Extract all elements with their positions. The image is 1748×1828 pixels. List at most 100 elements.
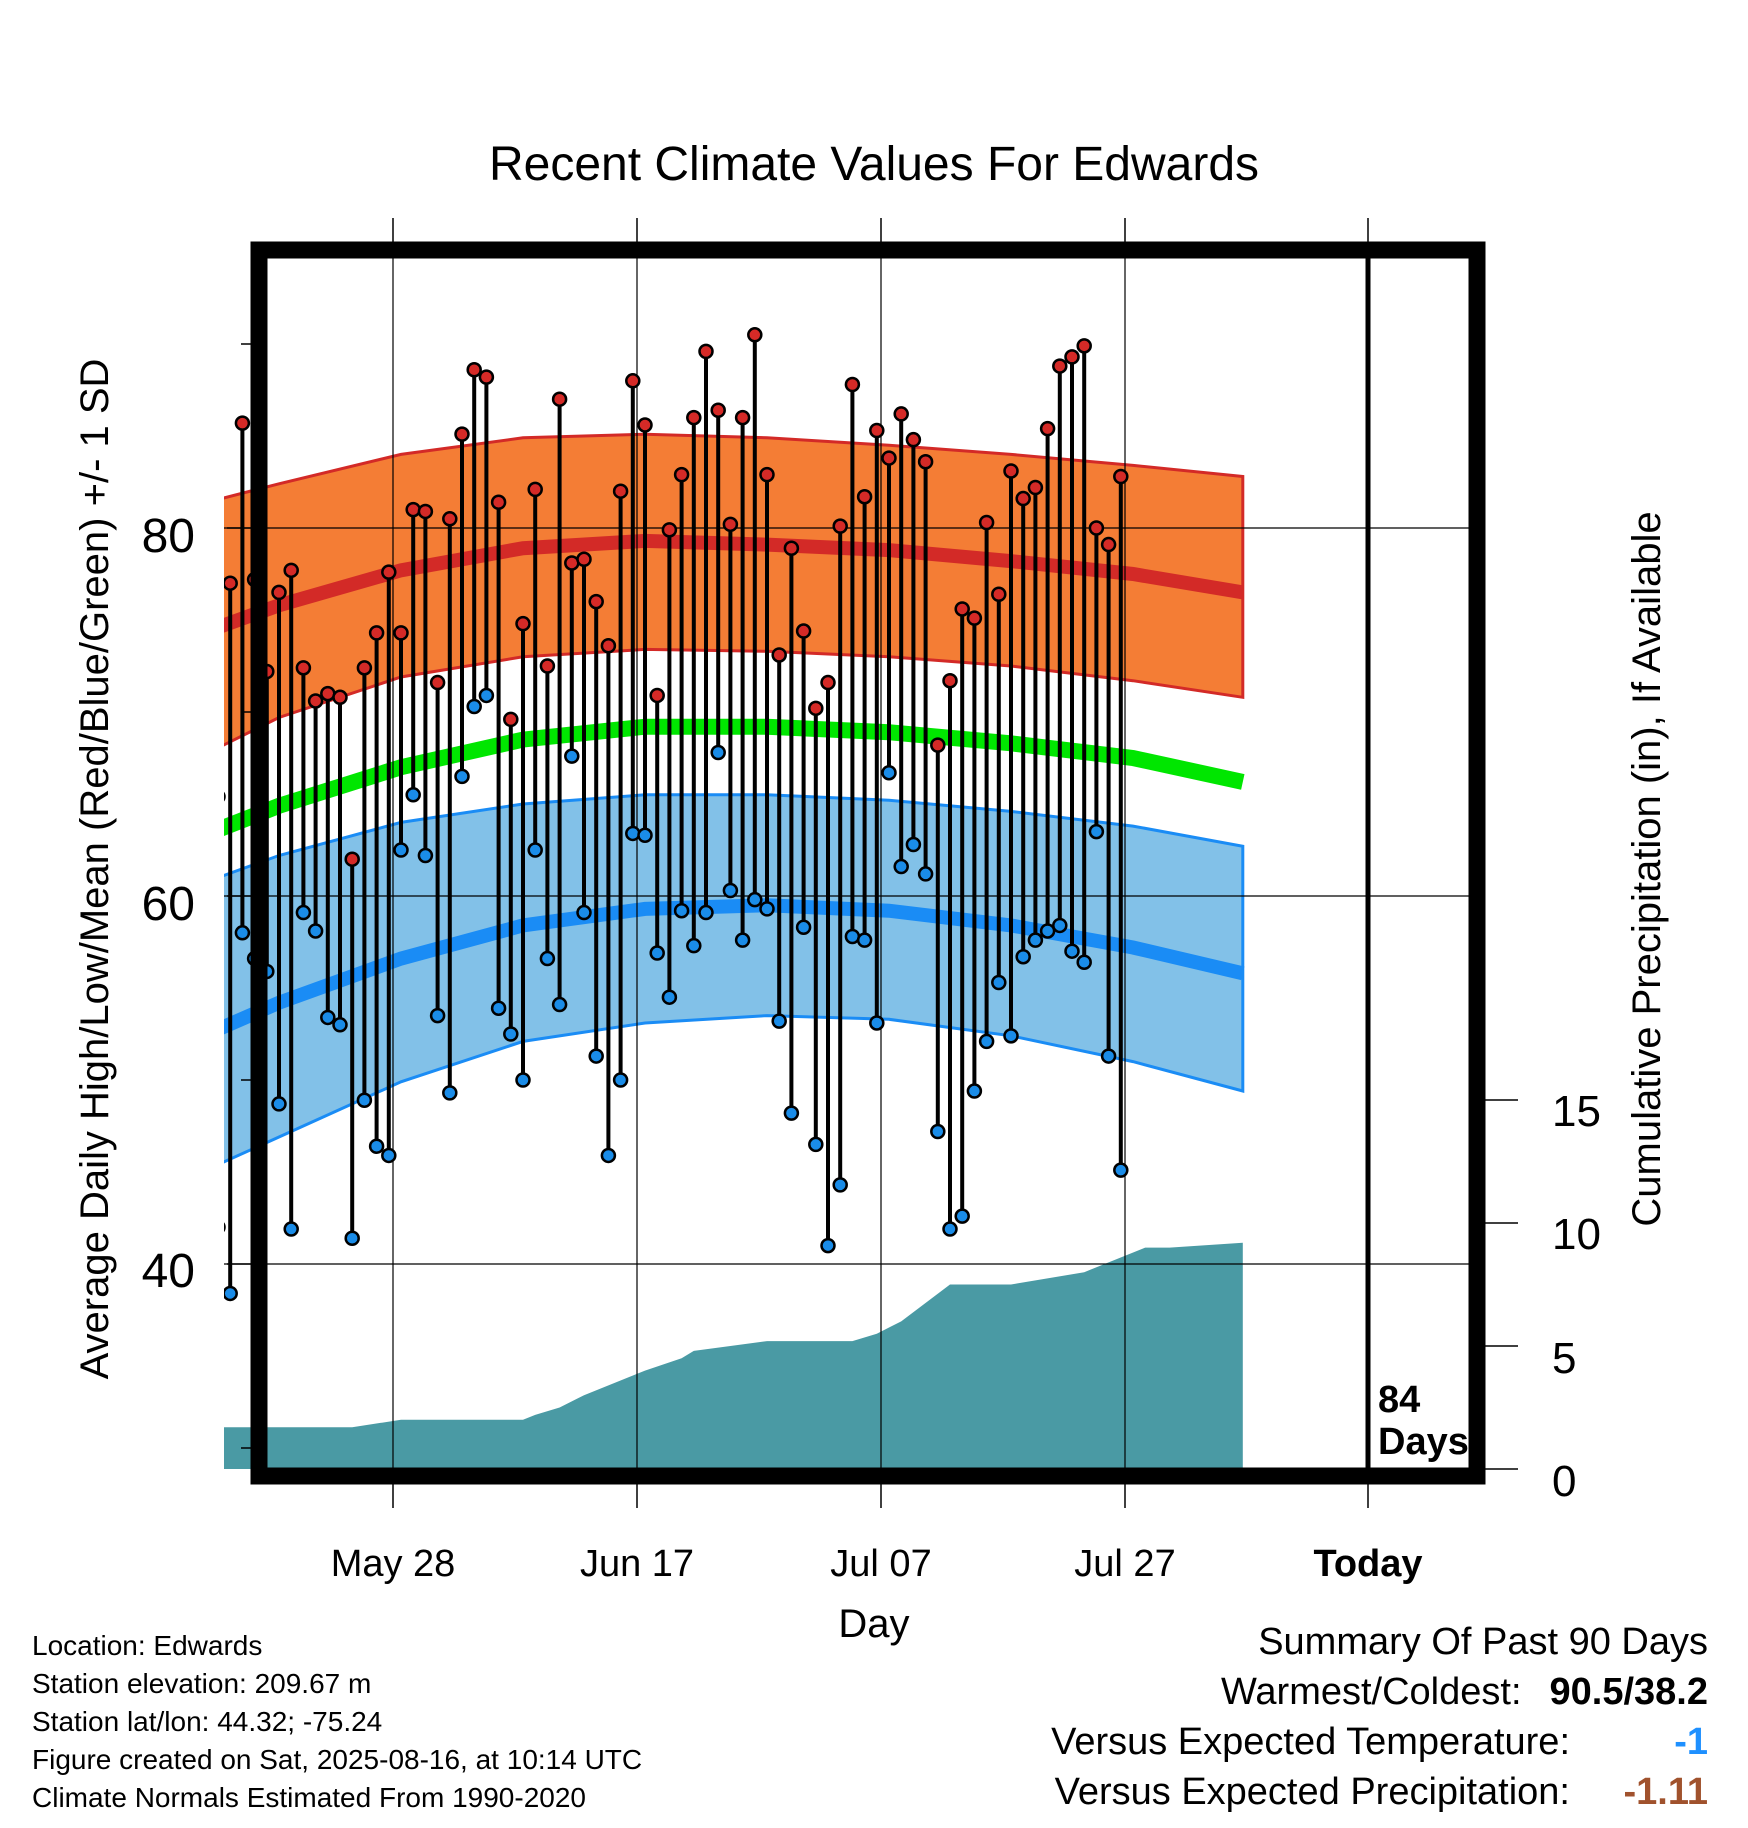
high-point — [405, 501, 421, 518]
low-point — [234, 925, 251, 941]
high-point — [307, 693, 324, 709]
high-point — [844, 376, 861, 393]
high-point — [856, 488, 873, 505]
high-point — [381, 564, 397, 580]
low-point — [429, 1007, 446, 1024]
low-point — [344, 1230, 360, 1246]
low-point — [1052, 917, 1068, 934]
high-point — [869, 422, 885, 439]
low-point — [978, 1033, 995, 1050]
low-point — [612, 1072, 629, 1088]
station-location: Location: Edwards — [32, 1630, 263, 1661]
high-point — [588, 593, 604, 610]
low-point — [795, 919, 812, 936]
summary-panel: Summary Of Past 90 Days Warmest/Coldest:… — [1051, 1617, 1708, 1817]
today-days-line: 84 — [1378, 1379, 1420, 1421]
low-point — [649, 945, 665, 961]
low-point — [1100, 1048, 1117, 1064]
low-point — [954, 1208, 970, 1224]
low-point — [1076, 954, 1092, 970]
low-point — [539, 950, 556, 967]
low-point — [869, 1015, 885, 1031]
high-point — [295, 660, 312, 676]
low-point — [283, 1221, 299, 1237]
high-point — [710, 402, 726, 418]
low-point — [332, 1017, 348, 1033]
low-point — [295, 904, 312, 921]
low-point — [490, 1000, 507, 1016]
high-point — [539, 658, 556, 674]
high-point — [759, 466, 775, 483]
high-point — [576, 551, 592, 568]
low-point — [1027, 932, 1044, 948]
high-point — [612, 483, 629, 499]
y-tick-label-40: 40 — [142, 1245, 195, 1298]
low-point — [393, 842, 409, 858]
low-point — [893, 858, 909, 875]
warmest-coldest-value: 90.5/38.2 — [1549, 1671, 1708, 1713]
low-point — [686, 937, 702, 954]
precip-value: -1.11 — [1623, 1771, 1708, 1813]
low-point — [905, 836, 922, 853]
high-normal-line — [224, 533, 1244, 633]
high-point — [429, 674, 446, 691]
high-point — [126, 713, 139, 726]
y-tick-label-60: 60 — [142, 878, 195, 931]
low-point — [307, 923, 324, 939]
high-point — [832, 518, 848, 534]
high-point — [1076, 338, 1092, 354]
high-point — [942, 672, 958, 689]
high-point — [966, 610, 983, 626]
high-point — [163, 829, 176, 842]
station-info: Location: Edwards Station elevation: 209… — [32, 1627, 642, 1817]
x-tick-labels: May 28 Jun 17 Jul 07 Jul 27 Today — [331, 1543, 1423, 1585]
high-point — [734, 409, 751, 426]
low-point — [1039, 923, 1056, 939]
low-point — [199, 1208, 212, 1221]
low-point — [442, 1085, 458, 1101]
low-point — [356, 1092, 373, 1108]
high-point — [1015, 490, 1031, 507]
low-point — [53, 1280, 66, 1293]
low-point — [126, 1291, 139, 1304]
high-point — [954, 601, 970, 617]
low-point — [600, 1147, 617, 1164]
low-point — [747, 891, 763, 908]
x-tick-label-jun17: Jun 17 — [580, 1543, 694, 1585]
high-point — [905, 431, 922, 448]
low-point — [381, 1147, 397, 1164]
high-point — [1064, 349, 1080, 365]
high-point — [1100, 536, 1117, 553]
high-point — [978, 514, 995, 531]
low-point — [417, 847, 434, 864]
x-tick-label-jul07: Jul 07 — [830, 1543, 931, 1585]
y-tick-labels: 40 60 80 — [142, 510, 195, 1298]
high-point — [515, 615, 531, 632]
high-point — [673, 466, 690, 483]
high-point — [368, 625, 385, 641]
precip-area — [224, 1242, 1243, 1469]
y2-tick-labels: 0 5 10 15 — [1552, 1087, 1601, 1506]
high-point — [820, 674, 836, 691]
high-point — [442, 511, 458, 527]
high-point — [490, 494, 507, 510]
low-point — [820, 1237, 836, 1254]
low-point — [271, 1096, 287, 1112]
plot-inner — [53, 243, 1484, 1469]
low-point — [661, 989, 678, 1005]
low-point — [478, 687, 495, 704]
low-point — [163, 1005, 176, 1018]
low-point — [625, 825, 641, 842]
high-point — [466, 362, 482, 378]
high-point — [1113, 468, 1129, 485]
summary-precip: Versus Expected Precipitation: -1.11 — [1051, 1767, 1708, 1817]
low-point — [224, 1222, 226, 1233]
low-point — [966, 1083, 983, 1099]
high-point — [625, 373, 641, 389]
y2-axis-label: Cumulative Precipitation (in), If Availa… — [1625, 511, 1669, 1226]
high-point — [551, 391, 568, 407]
high-point — [1003, 463, 1019, 479]
high-point — [478, 369, 495, 385]
low-point — [187, 1164, 200, 1177]
low-point — [1003, 1028, 1019, 1044]
